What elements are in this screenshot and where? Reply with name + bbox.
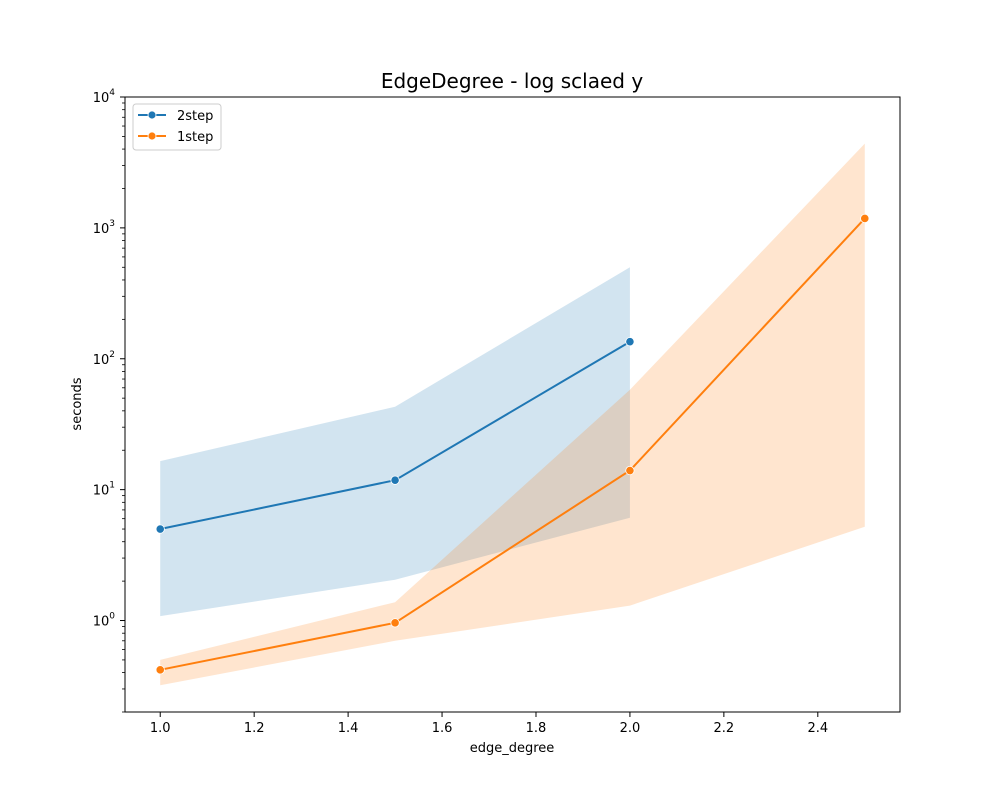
x-tick-label: 2.2 (714, 721, 735, 736)
data-point-1step (860, 213, 870, 224)
x-tick-label: 2.4 (807, 721, 828, 736)
y-tick-label: 104 (93, 88, 116, 106)
data-point-2step (390, 475, 400, 485)
legend-label-1step: 1step (177, 130, 213, 145)
data-point-1step (390, 618, 400, 628)
x-tick-label: 2.0 (620, 721, 641, 736)
legend-label-2step: 2step (177, 109, 213, 124)
y-tick-label: 100 (93, 612, 116, 630)
series-line-1step (160, 217, 866, 671)
y-axis: 100 101 102 103 104 (93, 88, 125, 713)
data-point-2step (155, 524, 165, 534)
ci-band-1step (160, 143, 865, 686)
y-tick-label: 101 (93, 481, 115, 499)
x-tick-label: 1.0 (150, 721, 171, 736)
legend-marker-1step (147, 131, 157, 141)
confidence-bands (160, 143, 865, 686)
x-axis-label: edge_degree (470, 741, 555, 756)
x-tick-label: 1.8 (526, 721, 547, 736)
ci-band-2step (160, 267, 630, 617)
x-tick-label: 1.2 (244, 721, 265, 736)
chart-title: EdgeDegree - log sclaed y (381, 69, 643, 93)
legend-marker-2step (147, 110, 157, 120)
y-tick-label: 102 (93, 350, 115, 368)
series-points (155, 213, 870, 675)
data-point-2step (625, 337, 635, 347)
x-tick-label: 1.4 (338, 721, 359, 736)
data-point-1step (625, 465, 635, 476)
y-axis-label: seconds (70, 377, 85, 430)
x-axis: 1.0 1.2 1.4 1.6 1.8 2.0 2.2 2.4 (150, 712, 828, 736)
x-tick-label: 1.6 (432, 721, 453, 736)
y-tick-label: 103 (93, 219, 115, 237)
plot-area-frame (124, 96, 901, 713)
legend: 2step 1step (132, 103, 222, 151)
data-point-1step (155, 665, 165, 675)
